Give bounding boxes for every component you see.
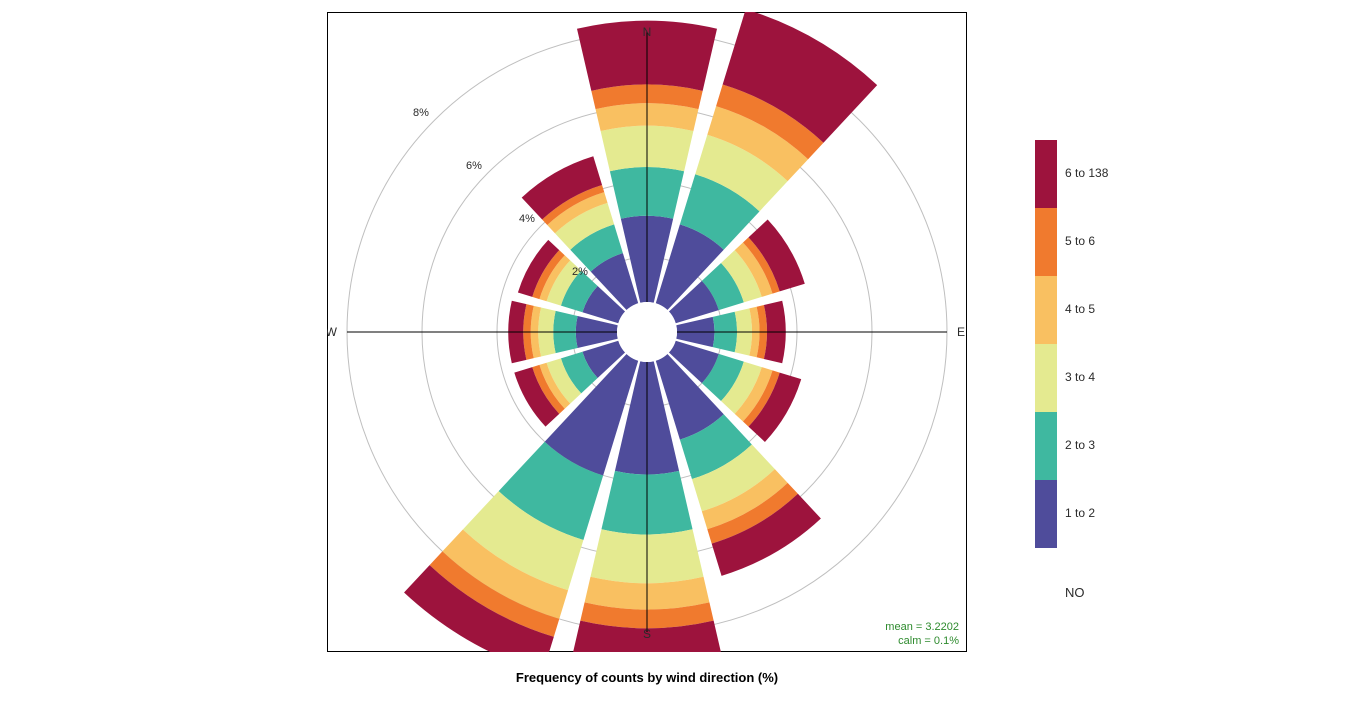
- compass-label-n: N: [643, 25, 652, 39]
- legend-swatch: [1035, 344, 1057, 412]
- legend-label: 2 to 3: [1065, 438, 1095, 452]
- center-hole-fill: [617, 302, 677, 362]
- ring-tick-label: 2%: [572, 266, 588, 278]
- legend-label: 4 to 5: [1065, 302, 1095, 316]
- legend-swatch: [1035, 140, 1057, 208]
- center-hole: [617, 302, 677, 362]
- compass-label-w: W: [327, 325, 338, 339]
- legend-label: 6 to 138: [1065, 166, 1108, 180]
- x-axis-title: Frequency of counts by wind direction (%…: [327, 670, 967, 685]
- wind-rose-chart: 2% 4% 6% 8% N E S W mean = 3.2202 calm = 0.1%: [327, 12, 967, 652]
- compass-label-s: S: [643, 627, 651, 641]
- stat-calm: calm = 0.1%: [898, 635, 959, 647]
- ring-tick-label: 8%: [413, 107, 429, 119]
- stat-mean: mean = 3.2202: [885, 621, 959, 633]
- legend-title: NO: [1065, 585, 1085, 600]
- legend: 6 to 138 5 to 6 4 to 5 3 to 4 2 to 3 1 to 2: [1035, 140, 1155, 548]
- legend-swatch: [1035, 412, 1057, 480]
- ring-tick-label: 4%: [519, 213, 535, 225]
- legend-colorbar: [1035, 140, 1057, 548]
- legend-swatch: [1035, 208, 1057, 276]
- ring-tick-label: 6%: [466, 160, 482, 172]
- legend-swatch: [1035, 276, 1057, 344]
- compass-label-e: E: [957, 325, 965, 339]
- legend-swatch: [1035, 480, 1057, 548]
- legend-label: 1 to 2: [1065, 506, 1095, 520]
- legend-label: 3 to 4: [1065, 370, 1095, 384]
- legend-label: 5 to 6: [1065, 234, 1095, 248]
